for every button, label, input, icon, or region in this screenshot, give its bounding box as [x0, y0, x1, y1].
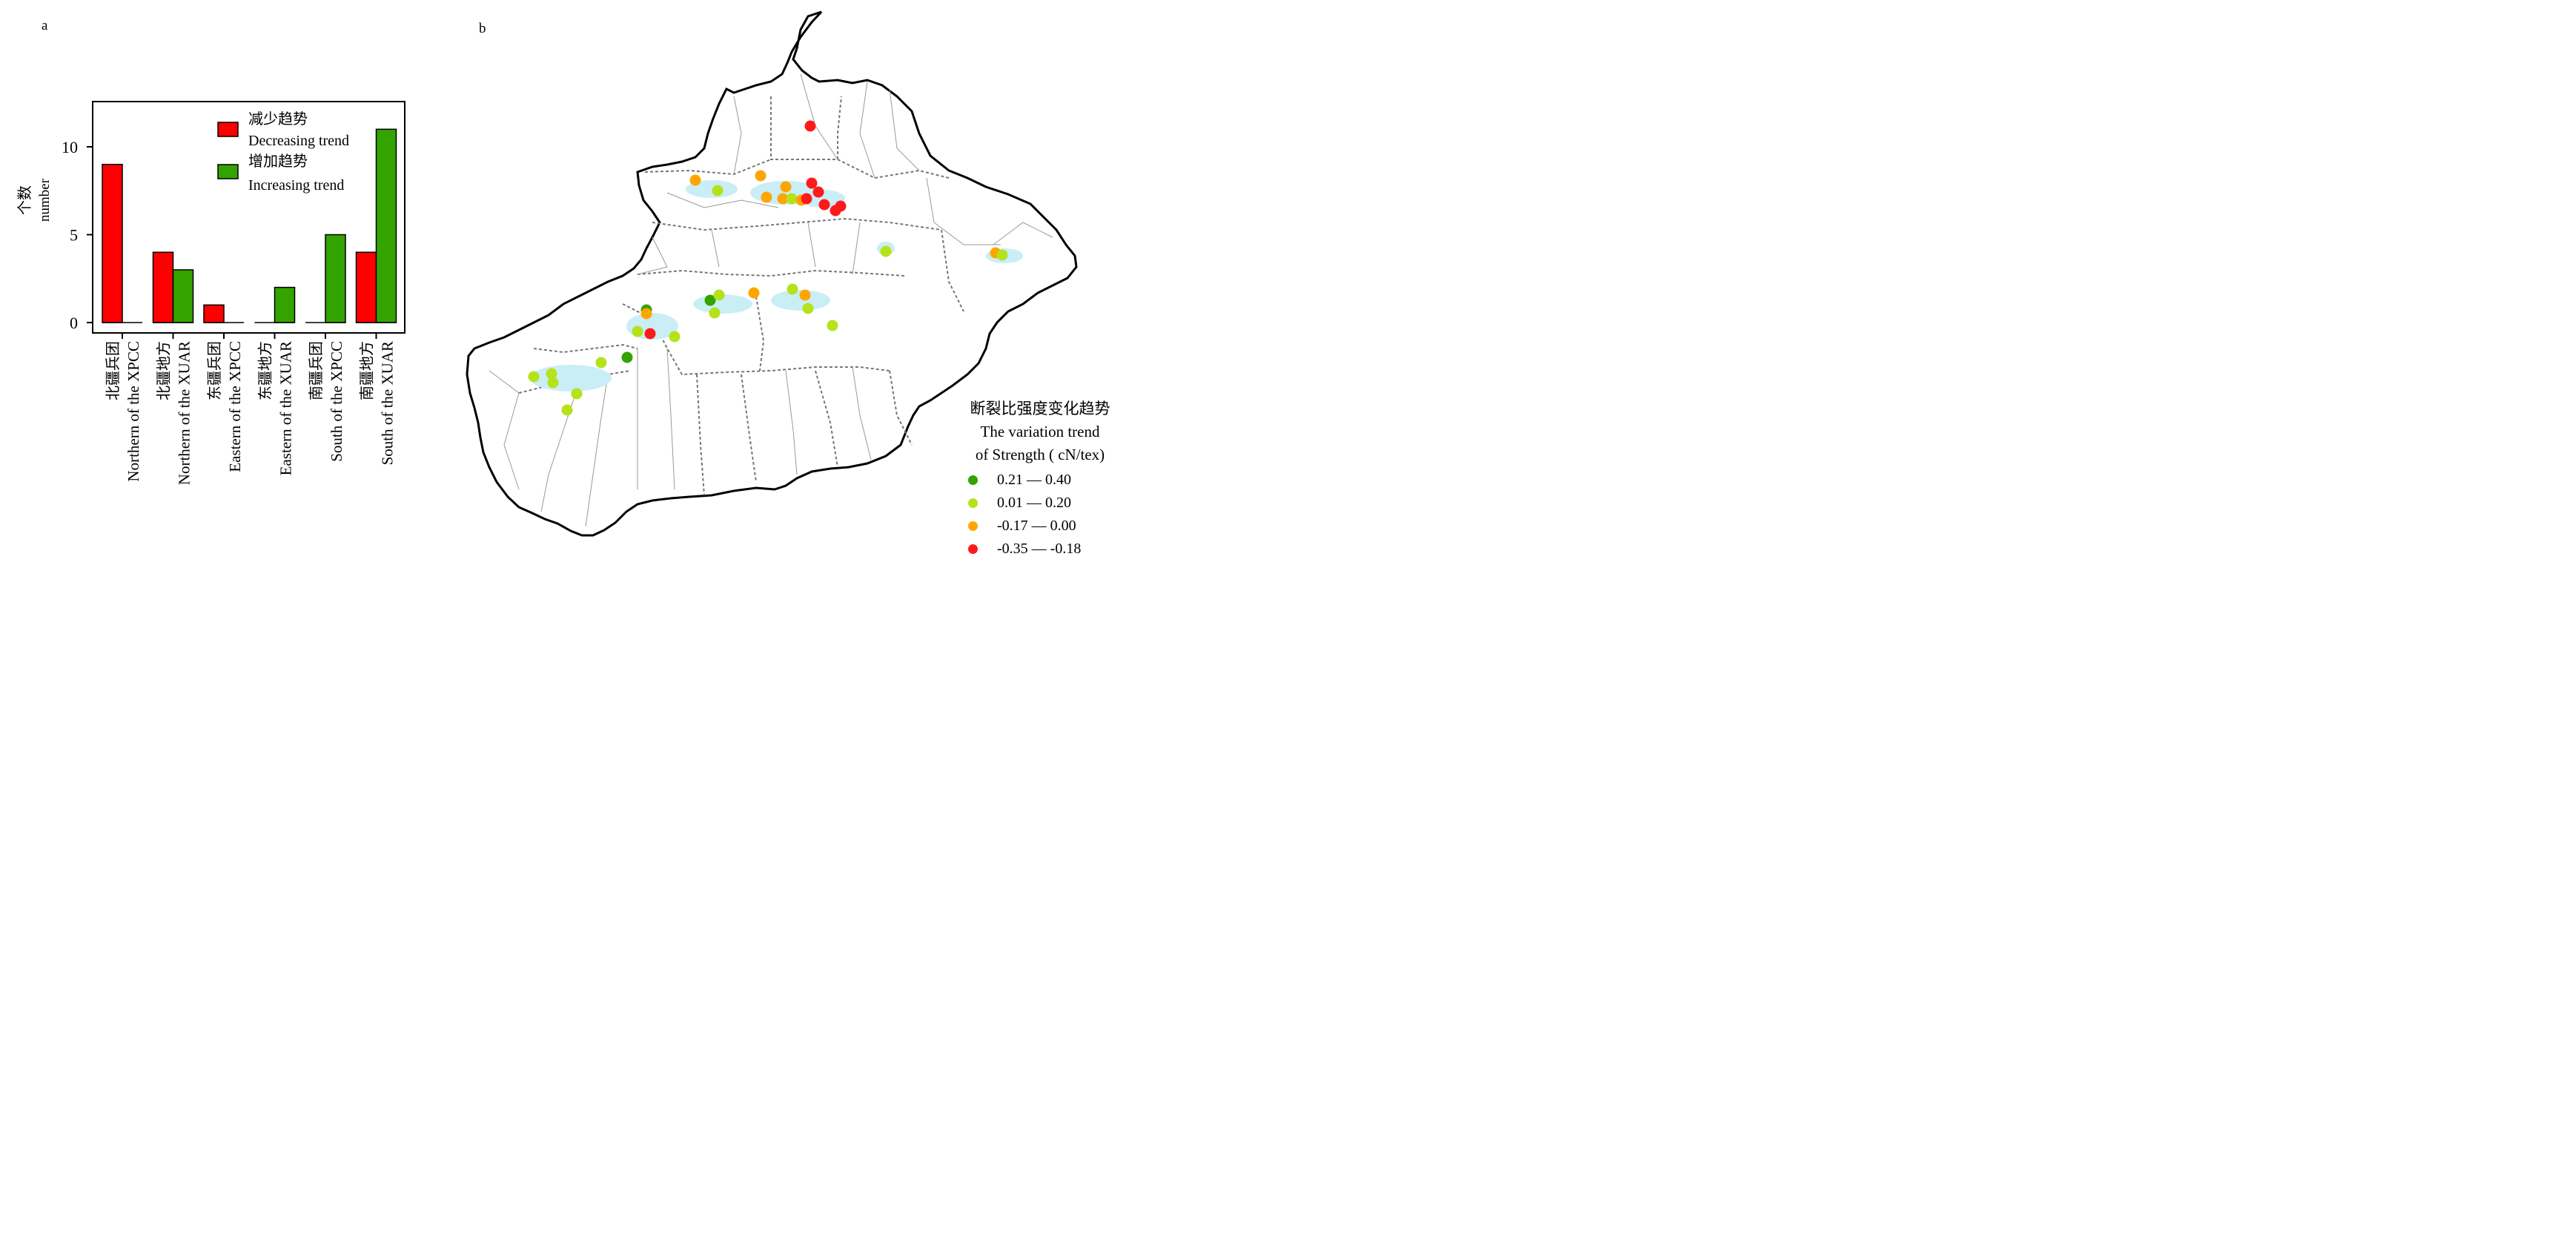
- map-legend-title-en1: The variation trend: [980, 423, 1100, 440]
- site-point-37: [561, 404, 573, 416]
- site-point-21: [713, 289, 725, 301]
- y-axis-label-en: number: [37, 178, 53, 222]
- site-point-11: [812, 186, 824, 198]
- map-legend-item-0: 0.21 — 0.40: [968, 472, 1071, 489]
- site-point-2: [755, 170, 766, 182]
- legend-dot-0: [968, 475, 978, 485]
- site-point-29: [644, 328, 656, 340]
- x-label-en-0: Northern of the XPCC: [125, 341, 142, 482]
- y-axis-label-cn: 个数: [16, 185, 33, 215]
- legend-swatch-1: [217, 164, 239, 179]
- bar-1-1: [172, 269, 194, 323]
- x-label-cn-4: 南疆兵团: [307, 341, 325, 400]
- site-point-14: [835, 200, 847, 212]
- x-label-en-3: Eastern of the XUAR: [277, 341, 295, 475]
- site-point-3: [712, 185, 724, 196]
- legend-label-1: 0.01 — 0.20: [997, 495, 1071, 511]
- panel-b-label: b: [479, 21, 486, 36]
- site-point-27: [827, 320, 838, 331]
- site-point-20: [704, 294, 716, 306]
- bar-1-5: [375, 128, 397, 323]
- y-tick-label-1: 5: [70, 226, 78, 245]
- map-legend-title-en2: of Strength ( cN/tex): [975, 446, 1105, 463]
- site-point-4: [761, 191, 772, 203]
- map-legend-item-3: -0.35 — -0.18: [968, 541, 1081, 558]
- bar-0-1: [152, 251, 174, 323]
- site-point-15: [880, 245, 892, 257]
- site-point-24: [787, 283, 798, 295]
- panel-a-label: a: [42, 18, 48, 33]
- legend-label-0: 0.21 — 0.40: [997, 472, 1071, 488]
- legend-dot-1: [968, 498, 978, 508]
- site-point-1: [689, 174, 701, 186]
- site-point-5: [780, 181, 792, 193]
- bar-1-4: [325, 234, 346, 323]
- site-point-22: [709, 307, 721, 319]
- bar-0-5: [355, 251, 377, 323]
- site-point-19: [640, 308, 652, 320]
- legend-label-en-1: Increasing trend: [248, 177, 344, 194]
- legend-label-3: -0.35 — -0.18: [997, 541, 1082, 557]
- bar-0-0: [102, 163, 123, 323]
- bar-chart: 0 5 10 个数 number 北疆兵团 Northern of the XPCC 北疆地方…: [16, 101, 405, 485]
- site-point-0: [804, 120, 816, 132]
- map-points: [528, 120, 1008, 416]
- legend-label-cn-0: 减少趋势: [248, 110, 308, 128]
- site-point-7: [786, 193, 798, 205]
- county-lines: [489, 73, 1053, 527]
- map-legend-item-2: -0.17 — 0.00: [968, 518, 1076, 535]
- x-label-en-4: South of the XPCC: [328, 341, 345, 462]
- x-label-cn-3: 东疆地方: [256, 341, 274, 400]
- site-point-23: [748, 287, 760, 299]
- site-point-10: [806, 177, 818, 189]
- site-point-32: [595, 357, 607, 369]
- x-label-cn-1: 北疆地方: [155, 341, 173, 400]
- map-legend-item-1: 0.01 — 0.20: [968, 495, 1071, 512]
- map-legend-title-cn: 断裂比强度变化趋势: [970, 400, 1110, 417]
- x-label-en-1: Northern of the XUAR: [176, 341, 193, 485]
- site-point-12: [818, 199, 830, 211]
- x-label-cn-5: 南疆地方: [358, 341, 376, 400]
- site-point-30: [669, 331, 681, 343]
- y-tick-label-0: 0: [70, 314, 78, 332]
- x-label-cn-0: 北疆兵团: [104, 341, 122, 400]
- legend-label-2: -0.17 — 0.00: [997, 518, 1076, 534]
- site-point-25: [799, 289, 811, 301]
- site-point-36: [571, 388, 583, 400]
- x-label-en-5: South of the XUAR: [379, 341, 397, 465]
- y-tick-label-2: 10: [62, 138, 78, 156]
- legend-label-cn-1: 增加趋势: [248, 152, 308, 170]
- site-point-31: [621, 351, 633, 363]
- site-point-17: [996, 249, 1008, 261]
- x-label-en-2: Eastern of the XPCC: [226, 341, 244, 472]
- xinjiang-map: [466, 10, 1078, 537]
- site-point-33: [528, 371, 540, 383]
- plot-frame: [92, 101, 405, 334]
- site-point-9: [801, 193, 812, 205]
- legend-swatch-0: [217, 122, 239, 137]
- legend-dot-3: [968, 544, 978, 554]
- site-point-28: [632, 326, 643, 337]
- site-point-34: [546, 368, 557, 380]
- site-point-6: [777, 193, 789, 205]
- site-point-26: [802, 303, 814, 314]
- legend-dot-2: [968, 521, 978, 531]
- x-label-cn-2: 东疆兵团: [205, 341, 223, 400]
- legend-label-en-0: Decreasing trend: [248, 133, 349, 149]
- site-point-35: [547, 377, 559, 389]
- region-outline: [466, 10, 1078, 537]
